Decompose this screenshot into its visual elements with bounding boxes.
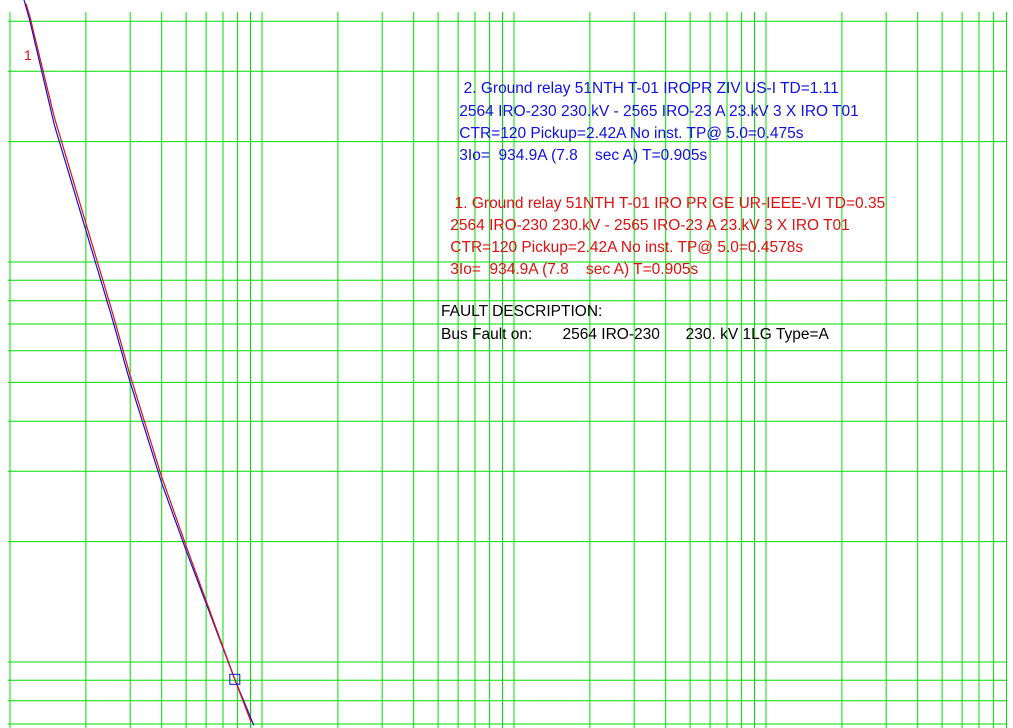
relay1-line-2: 2564 IRO-230 230.kV - 2565 IRO-23 A 23.k… bbox=[446, 217, 850, 234]
relay2-line-1: 2. Ground relay 51NTH T-01 IROPR ZIV US-… bbox=[455, 80, 839, 97]
relay1-line-3: CTR=120 Pickup=2.42A No inst. TP@ 5.0=0.… bbox=[446, 239, 804, 256]
relay2-curve bbox=[23, 0, 255, 726]
fault-detail: Bus Fault on: 2564 IRO-230 230. kV 1LG T… bbox=[441, 326, 829, 343]
relay2-line-4: 3Io= 934.9A (7.8 sec A) T=0.905s bbox=[455, 147, 708, 164]
operating-point-marker bbox=[229, 673, 241, 685]
vertical-gridlines bbox=[9, 12, 1007, 728]
curve-number-label: 1 bbox=[24, 47, 32, 63]
fault-heading: FAULT DESCRIPTION: bbox=[441, 303, 603, 320]
horizontal-gridlines bbox=[8, 20, 1007, 725]
operating-point-marks bbox=[229, 673, 241, 685]
relay1-curve bbox=[25, 3, 252, 723]
relay2-line-3: CTR=120 Pickup=2.42A No inst. TP@ 5.0=0.… bbox=[455, 125, 804, 142]
relay-curves bbox=[23, 0, 255, 726]
relay2-line-2: 2564 IRO-230 230.kV - 2565 IRO-23 A 23.k… bbox=[455, 103, 859, 120]
relay1-line-1: 1. Ground relay 51NTH T-01 IRO PR GE UR-… bbox=[446, 195, 886, 212]
relay1-line-4: 3Io= 934.9A (7.8 sec A) T=0.905s bbox=[446, 261, 699, 278]
